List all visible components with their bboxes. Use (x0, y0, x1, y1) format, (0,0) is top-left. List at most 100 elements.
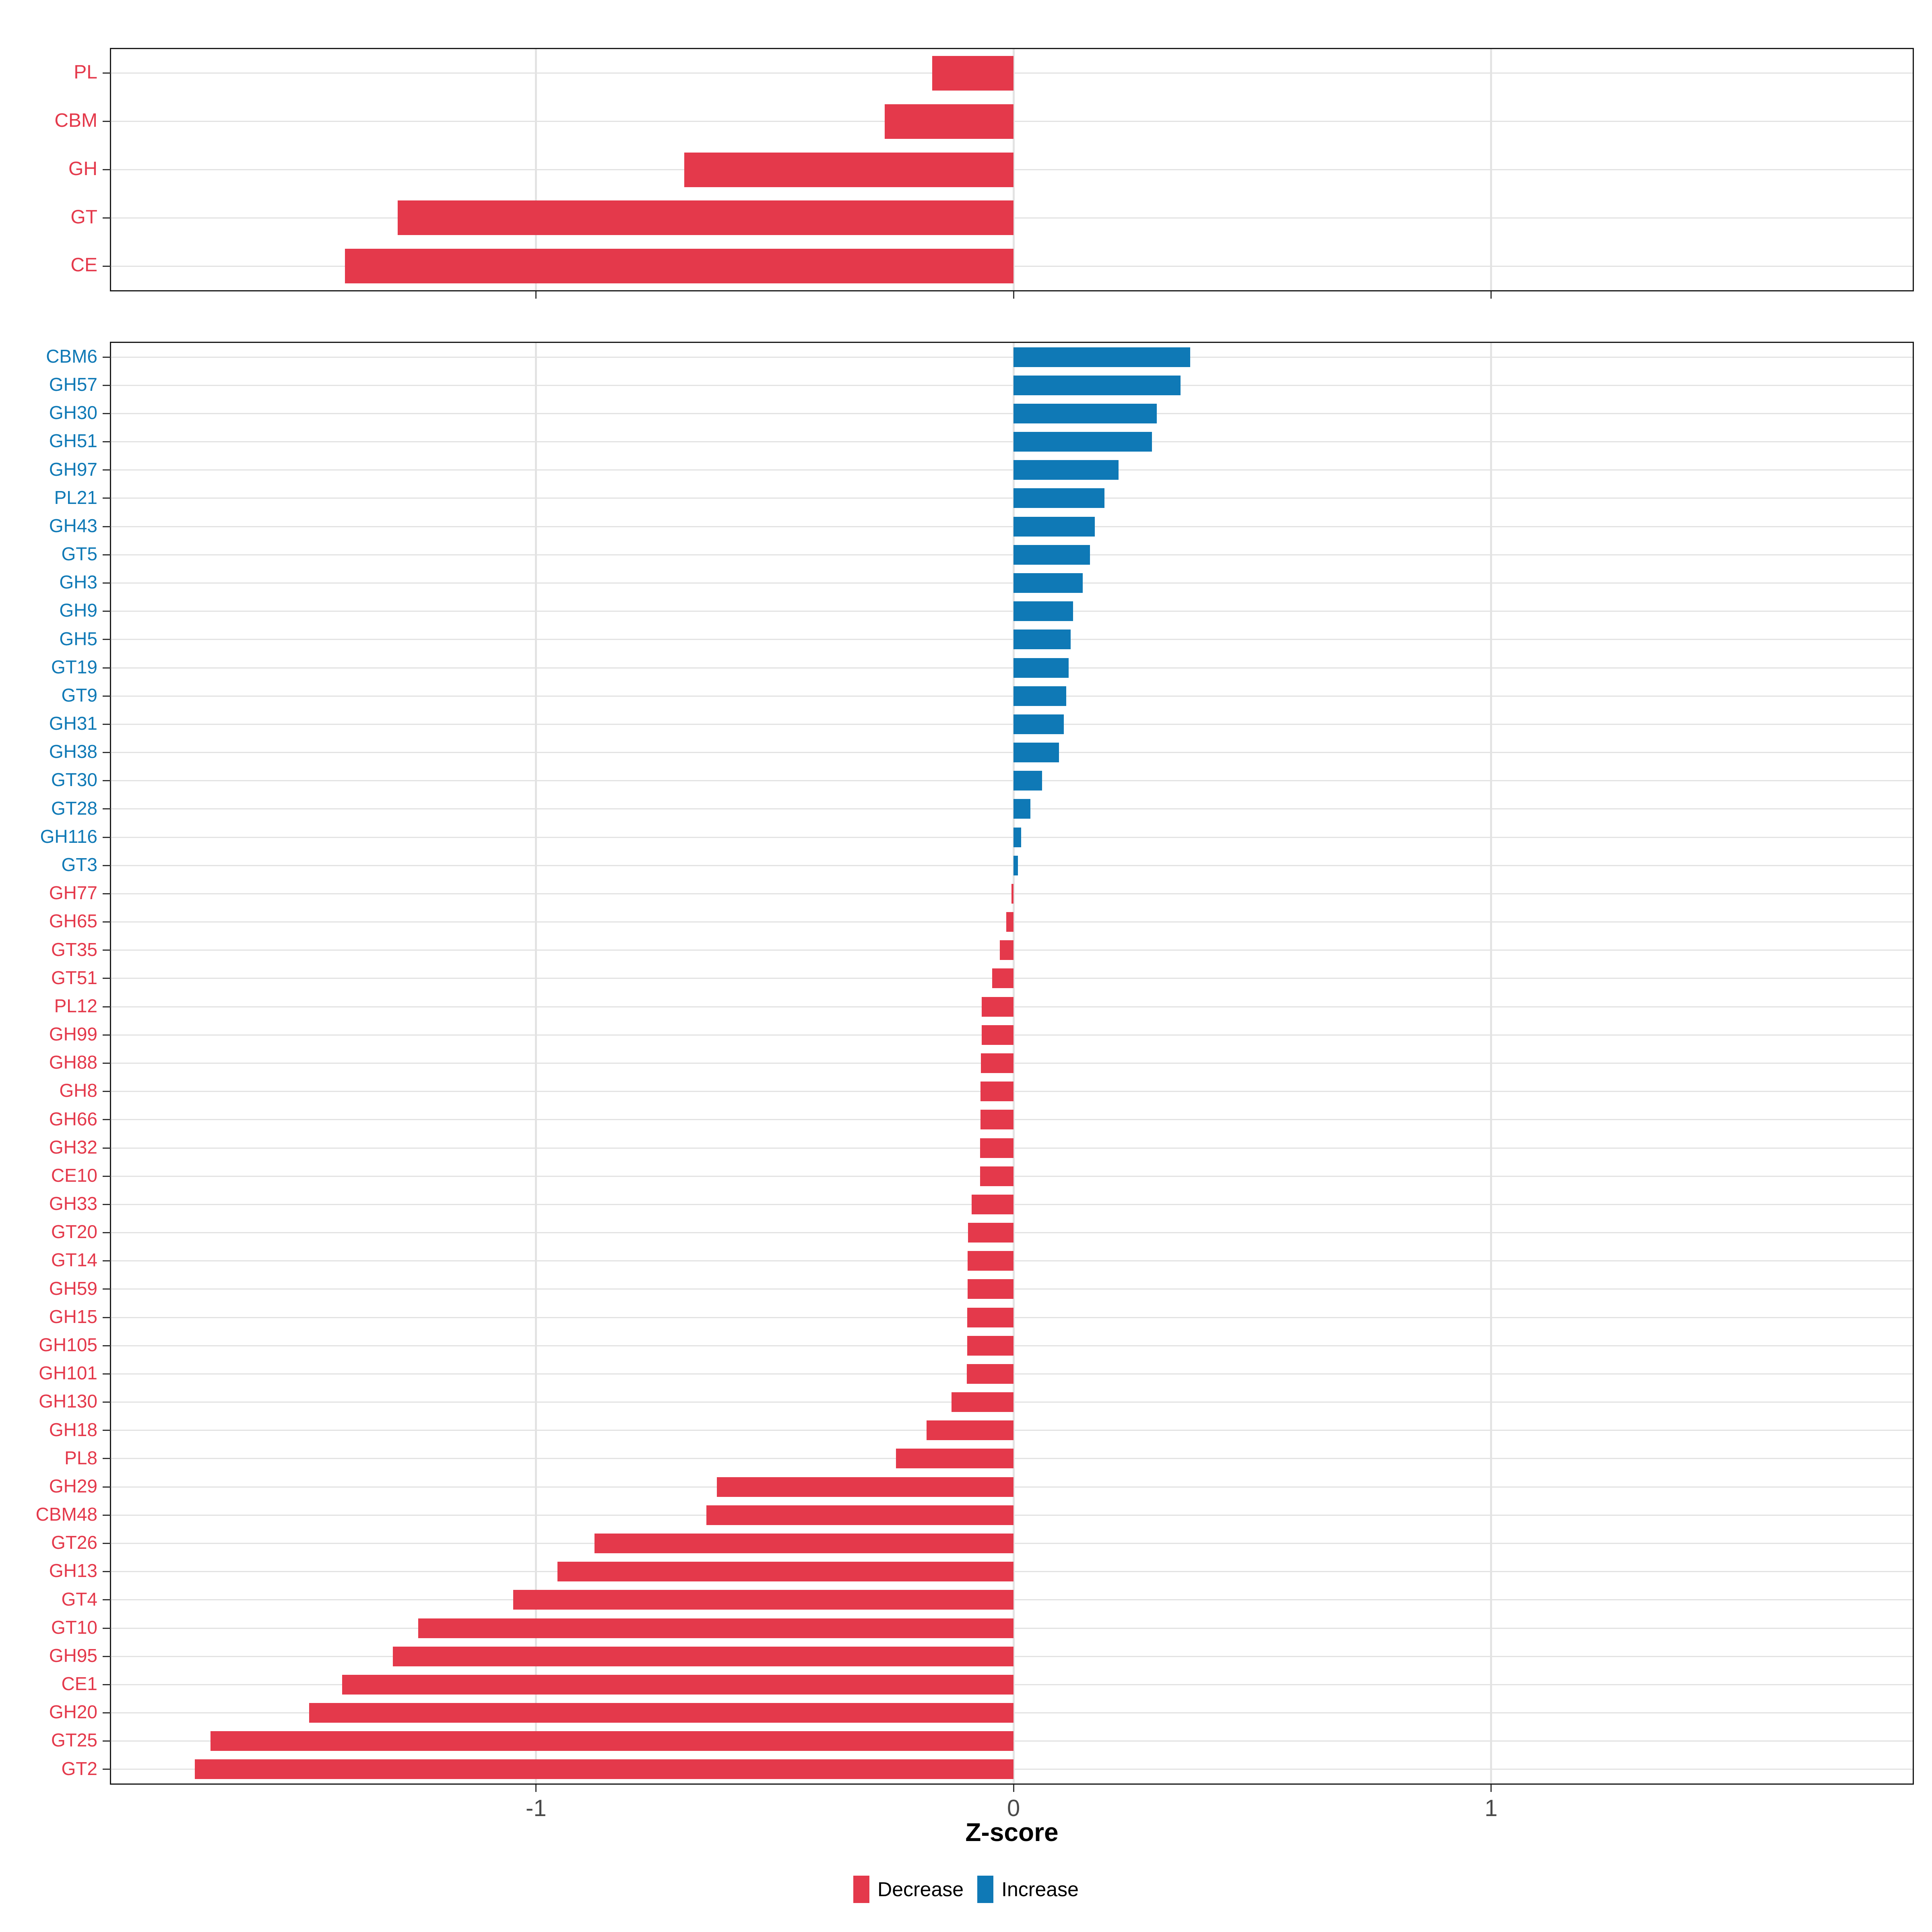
y-tick-CE (103, 265, 111, 267)
bar-CBM48 (706, 1505, 1014, 1525)
bar-GH116 (1013, 827, 1022, 847)
x-tick-1-top (1490, 291, 1492, 299)
y-tick-GH3 (103, 582, 111, 584)
y-tick-GT19 (103, 667, 111, 669)
y-tick-GH51 (103, 441, 111, 443)
y-tick-GH59 (103, 1288, 111, 1290)
y-tick-GH9 (103, 611, 111, 612)
y-tick-CE10 (103, 1175, 111, 1177)
y-label-GH3: GH3 (59, 572, 97, 593)
bar-GT14 (968, 1251, 1014, 1271)
bar-GH32 (980, 1138, 1014, 1158)
bar-GT2 (194, 1759, 1014, 1779)
gridline-row-GH3 (111, 582, 1913, 584)
gridline-row-GH31 (111, 723, 1913, 725)
y-label-CBM6: CBM6 (46, 345, 97, 367)
bar-GH29 (717, 1477, 1014, 1497)
bar-GH33 (971, 1194, 1014, 1214)
y-label-GH101: GH101 (39, 1362, 97, 1384)
y-label-GH116: GH116 (40, 826, 97, 847)
y-tick-GH88 (103, 1063, 111, 1064)
y-tick-CBM48 (103, 1514, 111, 1516)
y-label-GH29: GH29 (49, 1475, 97, 1496)
y-tick-PL8 (103, 1458, 111, 1459)
y-label-GH43: GH43 (49, 515, 97, 536)
y-tick-GT25 (103, 1740, 111, 1742)
y-label-GT35: GT35 (51, 939, 97, 960)
bar-GH51 (1013, 432, 1152, 452)
bar-GT4 (513, 1590, 1014, 1610)
y-label-CE1: CE1 (61, 1673, 97, 1695)
y-label-PL: PL (74, 62, 97, 83)
y-tick-GH77 (103, 893, 111, 894)
y-label-GH: GH (68, 158, 97, 180)
y-tick-GT3 (103, 865, 111, 866)
y-tick-GT35 (103, 949, 111, 951)
legend: Decrease Increase (0, 1876, 1932, 1903)
y-tick-GH66 (103, 1119, 111, 1121)
bar-GH43 (1013, 516, 1095, 537)
x-tick--1-top (535, 291, 537, 299)
y-tick-GH5 (103, 639, 111, 640)
y-tick-GH57 (103, 384, 111, 386)
bar-GH105 (967, 1335, 1014, 1356)
y-label-GT3: GT3 (61, 854, 97, 875)
bar-GH97 (1013, 460, 1119, 480)
y-label-GH13: GH13 (49, 1560, 97, 1581)
bar-GH57 (1013, 375, 1181, 395)
bar-GT26 (594, 1534, 1014, 1553)
y-tick-GH30 (103, 413, 111, 414)
y-label-GT2: GT2 (61, 1758, 97, 1779)
y-tick-GH18 (103, 1430, 111, 1431)
y-tick-GT10 (103, 1627, 111, 1629)
y-label-GH9: GH9 (59, 600, 97, 621)
y-tick-PL21 (103, 497, 111, 499)
y-tick-GH32 (103, 1147, 111, 1149)
y-label-CBM: CBM (54, 110, 97, 132)
bar-GH30 (1013, 403, 1157, 423)
y-label-GT10: GT10 (51, 1616, 97, 1638)
y-label-GT4: GT4 (61, 1588, 97, 1610)
y-tick-GH101 (103, 1373, 111, 1375)
y-label-GH51: GH51 (49, 430, 97, 452)
bar-GH31 (1013, 714, 1064, 734)
y-tick-GH105 (103, 1345, 111, 1346)
y-tick-GT30 (103, 780, 111, 782)
bar-GT51 (992, 968, 1014, 989)
y-tick-GT2 (103, 1769, 111, 1770)
y-label-GH31: GH31 (49, 713, 97, 734)
bar-CBM (884, 104, 1014, 139)
x-tick-0-top (1013, 291, 1014, 299)
y-label-GH18: GH18 (49, 1419, 97, 1440)
gridline-row-GH116 (111, 836, 1913, 838)
increase-swatch (977, 1876, 994, 1903)
y-tick-GT14 (103, 1260, 111, 1262)
bar-GH59 (968, 1279, 1014, 1299)
bar-CE10 (980, 1166, 1014, 1186)
y-label-GT30: GT30 (51, 769, 97, 791)
y-label-GH57: GH57 (49, 374, 97, 395)
y-tick-GT20 (103, 1232, 111, 1234)
bar-PL21 (1013, 488, 1104, 508)
y-label-CE10: CE10 (51, 1164, 97, 1186)
x-tick--1 (535, 1785, 537, 1792)
y-tick-CBM6 (103, 356, 111, 358)
y-label-GH66: GH66 (49, 1108, 97, 1129)
gridline-row-GH57 (111, 384, 1913, 386)
y-label-GH65: GH65 (49, 910, 97, 932)
legend-item-decrease: Decrease (853, 1876, 964, 1903)
decrease-label: Decrease (877, 1878, 964, 1901)
y-label-PL21: PL21 (54, 487, 97, 508)
y-tick-GH95 (103, 1655, 111, 1657)
decrease-swatch (853, 1876, 870, 1903)
y-tick-GT9 (103, 695, 111, 697)
y-tick-GH43 (103, 526, 111, 527)
y-label-GH59: GH59 (49, 1278, 97, 1299)
y-tick-GH130 (103, 1402, 111, 1403)
y-tick-GH31 (103, 723, 111, 725)
x-tick-label--1: -1 (526, 1795, 547, 1821)
bar-GT30 (1013, 771, 1042, 791)
gridline-row-GT30 (111, 780, 1913, 782)
y-label-GH20: GH20 (49, 1701, 97, 1723)
y-tick-GH29 (103, 1486, 111, 1488)
